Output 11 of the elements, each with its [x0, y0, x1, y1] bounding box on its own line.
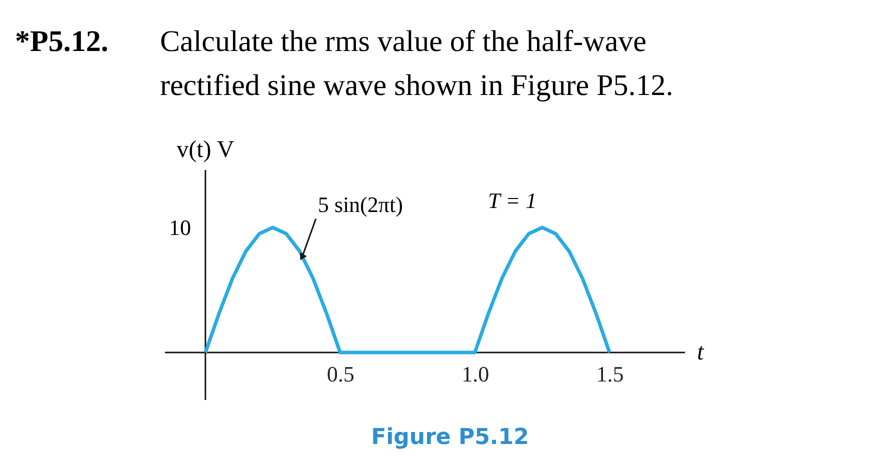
caption: Figure P5.12	[371, 425, 529, 450]
x-axis-title: t	[697, 340, 705, 366]
x-tick-label: 1.0	[462, 362, 490, 386]
text: T = 1	[488, 188, 537, 213]
annotation: 10	[169, 215, 191, 240]
y-axis-title: v(t) V	[176, 137, 235, 163]
chart-title: *P5.12.	[15, 25, 108, 58]
chart-subtitle: Calculate the rms value of the half-wave rectified sine wave shown in Figure P5.12.	[160, 25, 674, 102]
annotation: 5 sin(2πt)	[318, 192, 403, 217]
x-tick-label: 1.5	[596, 362, 624, 386]
x-tick-label: 0.5	[326, 362, 354, 386]
